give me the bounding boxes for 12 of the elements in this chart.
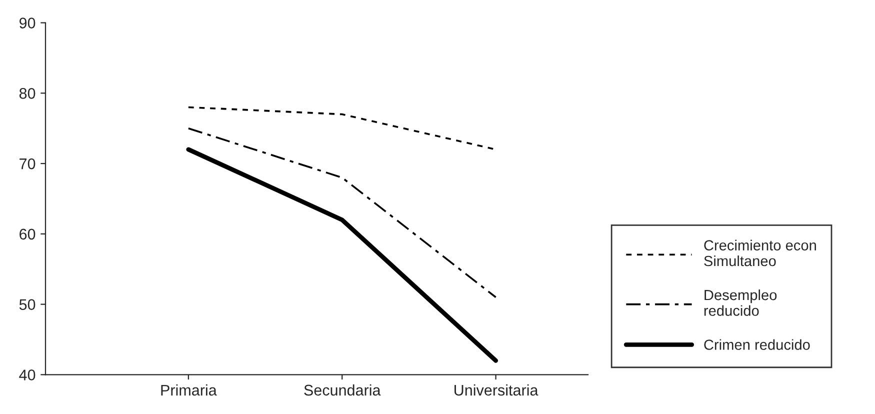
legend-label: Crimen reducido — [704, 339, 810, 350]
x-tick-label: Universitaria — [454, 384, 538, 396]
legend-label: Desempleo reducido — [704, 289, 777, 316]
y-tick-label: 80 — [19, 88, 36, 99]
y-tick-label: 70 — [20, 158, 36, 170]
y-tick-label: 40 — [19, 370, 36, 380]
legend-label: Crecimiento econ Simultaneo — [704, 240, 816, 266]
y-tick-label: 50 — [19, 299, 36, 310]
y-tick-label: 90 — [20, 18, 36, 28]
x-tick-label: Secundaria — [304, 384, 381, 396]
x-tick-label: Primaria — [161, 384, 217, 396]
y-tick-label: 60 — [20, 228, 36, 240]
